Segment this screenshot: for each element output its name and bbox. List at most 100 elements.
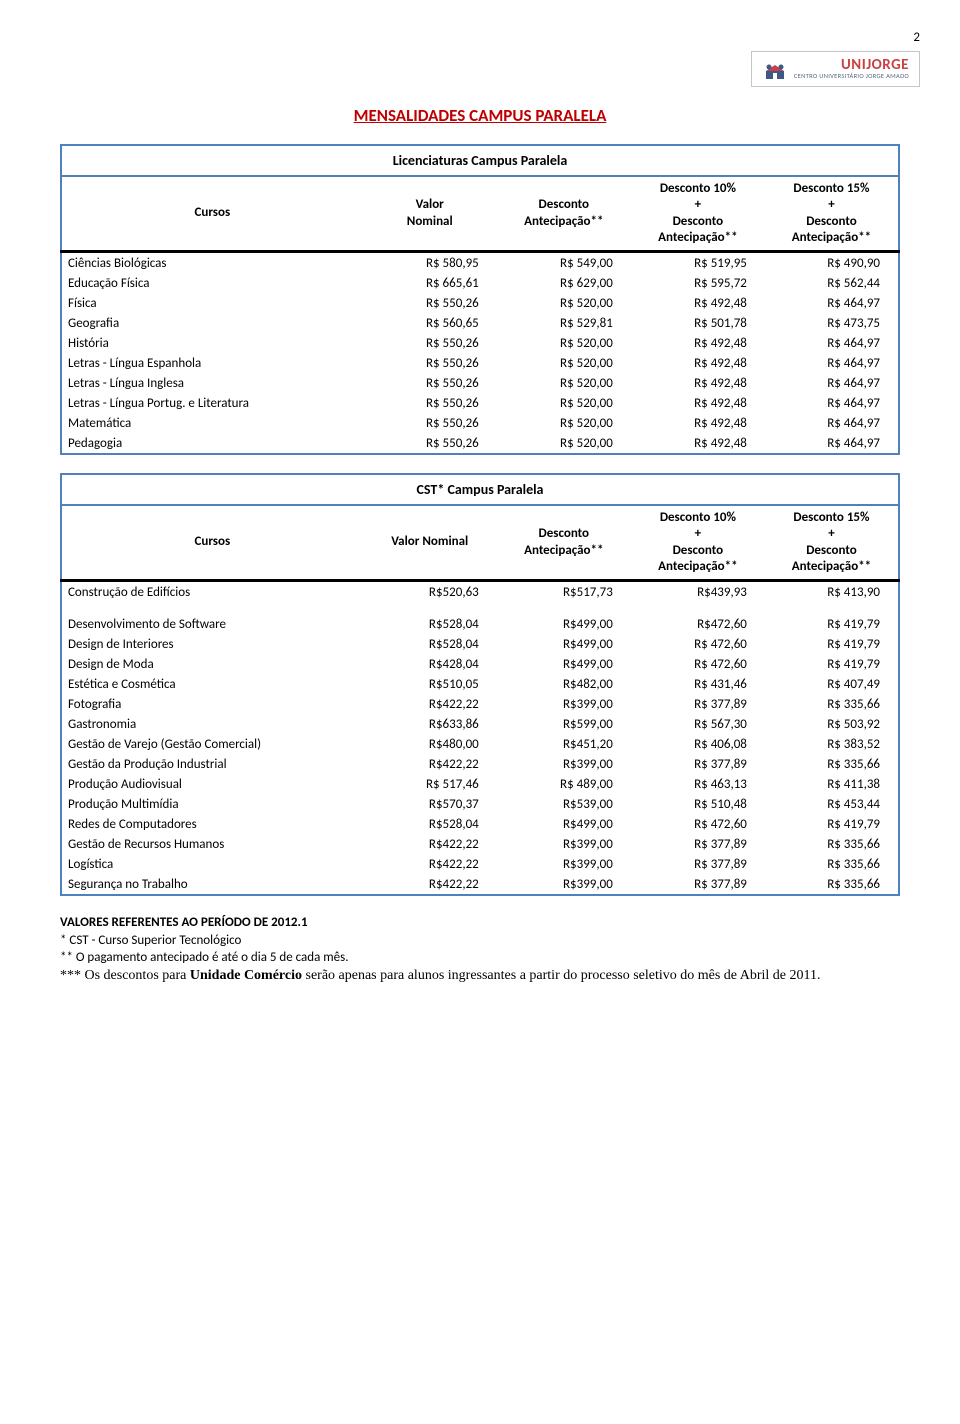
- cell: R$ 492,48: [631, 373, 765, 393]
- cell: R$480,00: [363, 734, 497, 754]
- logo-block: UNIJORGE CENTRO UNIVERSITÁRIO JORGE AMAD…: [60, 51, 920, 87]
- cell: R$422,22: [363, 694, 497, 714]
- cell: R$ 520,00: [497, 413, 631, 433]
- cell: R$ 463,13: [631, 774, 765, 794]
- table-row: LogísticaR$422,22R$399,00R$ 377,89R$ 335…: [61, 854, 899, 874]
- cell: R$ 335,66: [765, 874, 899, 895]
- cell: R$ 550,26: [363, 393, 497, 413]
- cell: Design de Interiores: [61, 634, 363, 654]
- cell: R$ 492,48: [631, 293, 765, 313]
- cell: R$ 520,00: [497, 353, 631, 373]
- cell: R$422,22: [363, 854, 497, 874]
- hdr-cursos: Cursos: [61, 176, 363, 250]
- cell: R$528,04: [363, 614, 497, 634]
- cell: R$482,00: [497, 674, 631, 694]
- cell: R$ 520,00: [497, 393, 631, 413]
- table-row: Redes de ComputadoresR$528,04R$499,00R$ …: [61, 814, 899, 834]
- cell: R$ 419,79: [765, 614, 899, 634]
- cell: R$ 501,78: [631, 313, 765, 333]
- logo-subtitle: CENTRO UNIVERSITÁRIO JORGE AMADO: [794, 73, 909, 80]
- cell: R$ 419,79: [765, 634, 899, 654]
- cell: R$ 377,89: [631, 694, 765, 714]
- cell: R$ 489,00: [497, 774, 631, 794]
- cell: R$ 413,90: [765, 581, 899, 603]
- table-row: PedagogiaR$ 550,26R$ 520,00R$ 492,48R$ 4…: [61, 433, 899, 454]
- cell: Gestão de Recursos Humanos: [61, 834, 363, 854]
- cell: R$499,00: [497, 614, 631, 634]
- cell: Gestão de Varejo (Gestão Comercial): [61, 734, 363, 754]
- cell: Segurança no Trabalho: [61, 874, 363, 895]
- hdr-valor: ValorNominal: [363, 176, 497, 250]
- table-row: Ciências BiológicasR$ 580,95R$ 549,00R$ …: [61, 252, 899, 274]
- cell: Estética e Cosmética: [61, 674, 363, 694]
- cell: R$ 406,08: [631, 734, 765, 754]
- cell: R$439,93: [631, 581, 765, 603]
- cell: Fotografia: [61, 694, 363, 714]
- cell: R$428,04: [363, 654, 497, 674]
- cell: R$ 431,46: [631, 674, 765, 694]
- table-row: Gestão de Varejo (Gestão Comercial)R$480…: [61, 734, 899, 754]
- table-row: Estética e CosméticaR$510,05R$482,00R$ 4…: [61, 674, 899, 694]
- cell: Redes de Computadores: [61, 814, 363, 834]
- cell: R$ 492,48: [631, 433, 765, 454]
- table-row: Desenvolvimento de SoftwareR$528,04R$499…: [61, 614, 899, 634]
- cell: R$ 492,48: [631, 353, 765, 373]
- table-row: Design de InterioresR$528,04R$499,00R$ 4…: [61, 634, 899, 654]
- cell: R$399,00: [497, 834, 631, 854]
- cell: R$ 503,92: [765, 714, 899, 734]
- cell: Pedagogia: [61, 433, 363, 454]
- cell: Produção Multimídia: [61, 794, 363, 814]
- cell: R$ 560,65: [363, 313, 497, 333]
- cell: R$ 567,30: [631, 714, 765, 734]
- cell: Educação Física: [61, 273, 363, 293]
- table-row: HistóriaR$ 550,26R$ 520,00R$ 492,48R$ 46…: [61, 333, 899, 353]
- cell: R$ 407,49: [765, 674, 899, 694]
- cell: R$ 520,00: [497, 373, 631, 393]
- cell: R$ 383,52: [765, 734, 899, 754]
- cell: Desenvolvimento de Software: [61, 614, 363, 634]
- table-row: Construção de EdifíciosR$520,63R$517,73R…: [61, 581, 899, 603]
- cell: R$ 492,48: [631, 393, 765, 413]
- cell: R$ 562,44: [765, 273, 899, 293]
- cell: R$ 411,38: [765, 774, 899, 794]
- cell: R$ 520,00: [497, 293, 631, 313]
- cell: Letras - Língua Portug. e Literatura: [61, 393, 363, 413]
- cst-table: CST* Campus Paralela Cursos Valor Nomina…: [60, 473, 900, 896]
- cell: R$499,00: [497, 654, 631, 674]
- hdr-desc15: Desconto 15%+DescontoAntecipação**: [765, 176, 899, 250]
- table-row: MatemáticaR$ 550,26R$ 520,00R$ 492,48R$ …: [61, 413, 899, 433]
- table2-title: CST* Campus Paralela: [61, 474, 899, 505]
- hdr-desc15: Desconto 15%+DescontoAntecipação**: [765, 505, 899, 579]
- licenciaturas-table: Licenciaturas Campus Paralela Cursos Val…: [60, 144, 900, 455]
- cell: R$451,20: [497, 734, 631, 754]
- cell: R$ 520,00: [497, 333, 631, 353]
- hdr-valor: Valor Nominal: [363, 505, 497, 579]
- cell: R$ 550,26: [363, 413, 497, 433]
- cell: Letras - Língua Inglesa: [61, 373, 363, 393]
- cell: R$517,73: [497, 581, 631, 603]
- cell: R$ 510,48: [631, 794, 765, 814]
- table-row: Design de ModaR$428,04R$499,00R$ 472,60R…: [61, 654, 899, 674]
- cell: R$ 335,66: [765, 834, 899, 854]
- cell: Produção Audiovisual: [61, 774, 363, 794]
- cell: R$599,00: [497, 714, 631, 734]
- note-cst: * CST - Curso Superior Tecnológico: [60, 932, 900, 950]
- cell: R$ 472,60: [631, 634, 765, 654]
- cell: R$ 550,26: [363, 293, 497, 313]
- cell: R$ 529,81: [497, 313, 631, 333]
- hdr-cursos: Cursos: [61, 505, 363, 579]
- cell: Letras - Língua Espanhola: [61, 353, 363, 373]
- cell: R$ 472,60: [631, 654, 765, 674]
- cell: Logística: [61, 854, 363, 874]
- cell: R$ 550,26: [363, 373, 497, 393]
- logo-name: UNIJORGE: [794, 58, 909, 73]
- cell: R$ 377,89: [631, 754, 765, 774]
- note-periodo: VALORES REFERENTES AO PERÍODO DE 2012.1: [60, 914, 900, 932]
- cell: R$ 464,97: [765, 353, 899, 373]
- table-row: Letras - Língua EspanholaR$ 550,26R$ 520…: [61, 353, 899, 373]
- cell: R$ 550,26: [363, 433, 497, 454]
- table-row: GastronomiaR$633,86R$599,00R$ 567,30R$ 5…: [61, 714, 899, 734]
- cell: R$ 472,60: [631, 814, 765, 834]
- cell: História: [61, 333, 363, 353]
- cell: Gestão da Produção Industrial: [61, 754, 363, 774]
